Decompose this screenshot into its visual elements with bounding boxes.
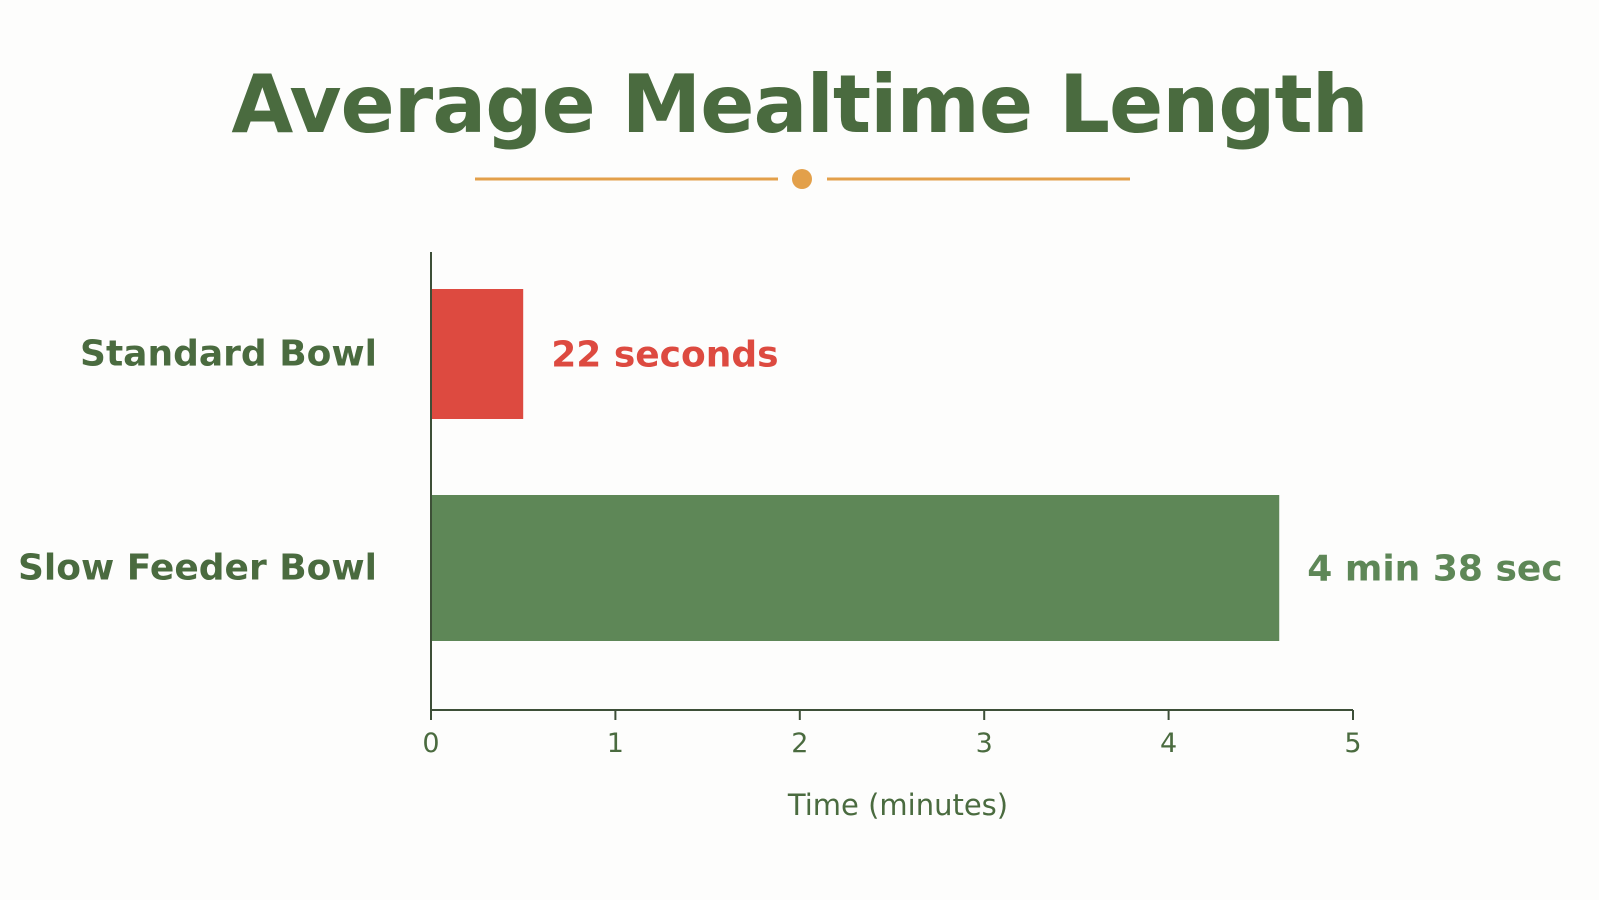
data-label: 4 min 38 sec — [1307, 549, 1562, 590]
x-tick-label: 0 — [422, 728, 439, 759]
x-axis-title: Time (minutes) — [787, 788, 1008, 822]
bars-layer — [431, 289, 1280, 641]
x-tick-label: 2 — [791, 728, 808, 759]
x-tick-label: 1 — [607, 728, 624, 759]
labels-layer: Standard Bowl 22 seconds Slow Feeder Bowl 4… — [18, 334, 1563, 590]
category-label: Slow Feeder Bowl — [18, 548, 377, 589]
x-tick-label: 5 — [1344, 728, 1361, 759]
data-label: 22 seconds — [551, 335, 778, 376]
x-tick-label: 3 — [976, 728, 993, 759]
bar-standard-bowl — [431, 289, 524, 419]
chart-title: Average Mealtime Length — [231, 58, 1368, 151]
title-divider — [475, 169, 1130, 189]
divider-dot — [792, 169, 812, 189]
category-label: Standard Bowl — [80, 334, 377, 375]
bar-slow-feeder-bowl — [431, 495, 1280, 641]
x-axis-ticks: 0 1 2 3 4 5 — [422, 710, 1362, 759]
x-tick-label: 4 — [1160, 728, 1177, 759]
